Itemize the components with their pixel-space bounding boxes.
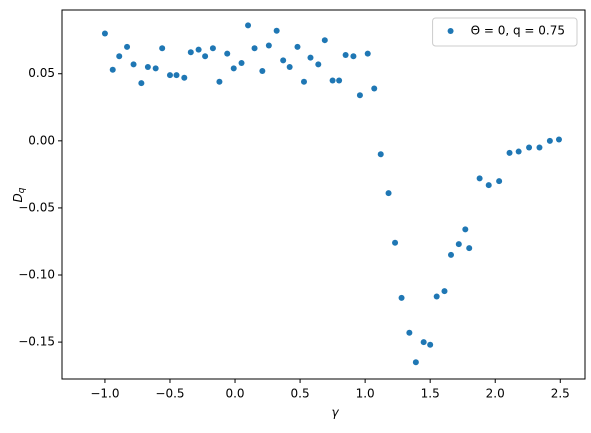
point xyxy=(447,251,454,258)
x-axis-label: γ xyxy=(331,406,339,420)
y-tick-label: −0.15 xyxy=(18,335,55,349)
point xyxy=(209,45,216,52)
x-tick-label: 1.0 xyxy=(356,387,375,401)
point xyxy=(485,182,492,189)
point xyxy=(398,294,405,301)
point xyxy=(441,288,448,295)
point xyxy=(101,30,108,37)
point xyxy=(420,339,427,346)
point xyxy=(364,50,371,57)
point xyxy=(124,43,131,50)
x-tick-label: 2.5 xyxy=(551,387,570,401)
legend-label: Θ = 0, q = 0.75 xyxy=(471,24,565,38)
point xyxy=(294,43,301,50)
point xyxy=(427,341,434,348)
point xyxy=(536,144,543,151)
point xyxy=(245,22,252,29)
point xyxy=(224,50,231,57)
point xyxy=(315,61,322,68)
point xyxy=(265,42,272,49)
point xyxy=(138,80,145,87)
point xyxy=(307,54,314,61)
x-tick-label: 1.5 xyxy=(421,387,440,401)
x-tick-label: 0.5 xyxy=(291,387,310,401)
point xyxy=(238,60,245,67)
point xyxy=(350,53,357,60)
y-axis-label: Dq xyxy=(11,187,27,202)
point xyxy=(116,53,123,60)
point xyxy=(377,151,384,158)
x-tick-label: −1.0 xyxy=(90,387,119,401)
point xyxy=(195,46,202,53)
point xyxy=(130,61,137,68)
legend-box xyxy=(432,17,578,47)
point xyxy=(546,137,553,144)
point xyxy=(466,245,473,252)
y-tick-label: 0.05 xyxy=(28,66,55,80)
point xyxy=(280,57,287,64)
point xyxy=(202,53,209,60)
legend-marker xyxy=(447,28,454,34)
point xyxy=(166,72,173,79)
point xyxy=(392,239,399,246)
point xyxy=(406,329,413,336)
point xyxy=(496,178,503,185)
y-label-sub: q xyxy=(17,187,27,193)
point xyxy=(356,92,363,99)
point xyxy=(259,68,266,75)
x-tick-label: 0.0 xyxy=(225,387,244,401)
point xyxy=(371,85,378,92)
point xyxy=(187,49,194,56)
point xyxy=(230,65,237,72)
point xyxy=(342,51,349,58)
y-label-main: D xyxy=(11,193,25,202)
x-tick-label: −0.5 xyxy=(155,387,184,401)
point xyxy=(152,65,159,72)
point xyxy=(515,148,522,155)
point xyxy=(300,78,307,85)
point xyxy=(526,144,533,151)
point xyxy=(321,37,328,44)
point xyxy=(476,175,483,182)
y-tick-label: −0.10 xyxy=(18,268,55,282)
point xyxy=(181,74,188,81)
point xyxy=(216,78,223,85)
plot-frame xyxy=(61,9,586,380)
point xyxy=(433,293,440,300)
point xyxy=(159,45,166,52)
point xyxy=(555,136,562,143)
point xyxy=(273,27,280,34)
point xyxy=(329,77,336,84)
point xyxy=(173,72,180,79)
y-tick-label: −0.05 xyxy=(18,200,55,214)
x-tick-label: 2.0 xyxy=(486,387,505,401)
point xyxy=(462,226,469,233)
y-tick-label: 0.00 xyxy=(28,133,55,147)
point xyxy=(506,149,513,156)
point xyxy=(109,66,116,73)
point xyxy=(385,190,392,197)
point xyxy=(251,45,258,52)
point xyxy=(412,359,419,366)
point xyxy=(336,77,343,84)
point xyxy=(286,64,293,71)
point xyxy=(144,64,151,71)
point xyxy=(455,241,462,248)
legend: Θ = 0, q = 0.75 xyxy=(432,17,578,47)
